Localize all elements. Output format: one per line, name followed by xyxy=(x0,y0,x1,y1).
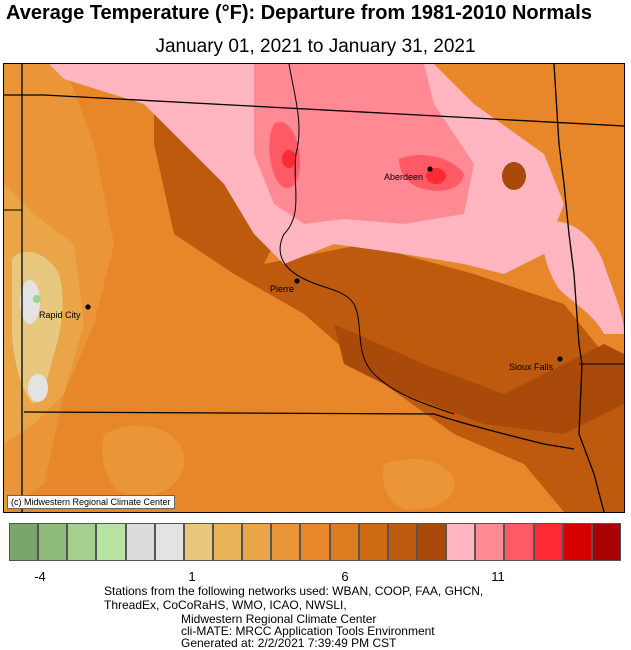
legend-tick-label: 1 xyxy=(188,569,196,584)
legend-swatch xyxy=(154,523,184,561)
legend-tick-label: 6 xyxy=(341,569,349,584)
legend-swatch xyxy=(358,523,388,561)
south-central-light-orange-area xyxy=(382,459,455,510)
ne-sd-border xyxy=(23,411,575,450)
missouri-river xyxy=(279,64,455,415)
sioux-falls-marker xyxy=(557,356,563,362)
temperature-departure-map: Aberdeen Pierre Rapid City Sioux Falls (… xyxy=(3,63,625,513)
legend-ticks: -4 1 6 11 xyxy=(0,569,631,585)
legend-swatch xyxy=(96,523,126,561)
rapid-city-gray-area xyxy=(20,280,40,324)
legend-swatch xyxy=(387,523,417,561)
legend-swatch xyxy=(242,523,272,561)
map-subtitle: January 01, 2021 to January 31, 2021 xyxy=(155,36,476,57)
legend-swatch xyxy=(183,523,213,561)
legend-swatch xyxy=(212,523,243,561)
legend-swatch xyxy=(300,523,330,561)
mn-ia-sd-border xyxy=(553,64,605,512)
city-label-aberdeen: Aberdeen xyxy=(384,172,423,182)
northeast-brown-spot xyxy=(502,162,526,190)
city-label-sioux-falls: Sioux Falls xyxy=(509,362,554,372)
legend-swatch xyxy=(9,523,39,561)
map-canvas: Aberdeen Pierre Rapid City Sioux Falls xyxy=(4,64,624,512)
city-label-rapid-city: Rapid City xyxy=(39,310,81,320)
south-light-orange-area xyxy=(102,425,185,497)
pierre-marker xyxy=(294,278,300,284)
footer-line: Midwestern Regional Climate Center xyxy=(181,612,377,626)
legend-swatch xyxy=(125,523,155,561)
legend-swatch xyxy=(562,523,592,561)
aberdeen-bright-red-spot xyxy=(426,168,446,184)
footer-line: Stations from the following networks use… xyxy=(104,584,484,598)
legend-swatch xyxy=(271,523,301,561)
legend-swatch xyxy=(533,523,563,561)
legend-swatch xyxy=(504,523,534,561)
map-title: Average Temperature (°F): Departure from… xyxy=(6,2,592,24)
east-pink-region xyxy=(542,221,624,334)
aberdeen-marker xyxy=(427,166,433,172)
color-legend xyxy=(9,523,621,563)
southwest-gray-area xyxy=(28,374,48,402)
footer-line: cli-MATE: MRCC Application Tools Environ… xyxy=(181,624,435,638)
legend-swatch xyxy=(591,523,621,561)
southeast-dark-brown-band xyxy=(334,324,624,434)
legend-swatch xyxy=(446,523,476,561)
legend-swatch xyxy=(38,523,68,561)
legend-swatch xyxy=(67,523,97,561)
footer-line: ThreadEx, CoCoRaHS, WMO, ICAO, NWSLI, xyxy=(104,598,347,612)
map-credit: (c) Midwestern Regional Climate Center xyxy=(7,495,175,509)
legend-swatch xyxy=(329,523,359,561)
legend-swatch xyxy=(475,523,505,561)
legend-swatch xyxy=(416,523,447,561)
legend-tick-label: -4 xyxy=(34,569,46,584)
rapid-city-marker xyxy=(85,304,91,310)
legend-tick-label: 11 xyxy=(491,569,505,584)
footer-line: Generated at: 2/2/2021 7:39:49 PM CST xyxy=(181,636,397,650)
city-label-pierre: Pierre xyxy=(270,284,294,294)
nd-sd-border xyxy=(4,94,624,127)
rapid-city-green-spot xyxy=(33,295,41,303)
north-bright-red-spot xyxy=(282,150,296,168)
